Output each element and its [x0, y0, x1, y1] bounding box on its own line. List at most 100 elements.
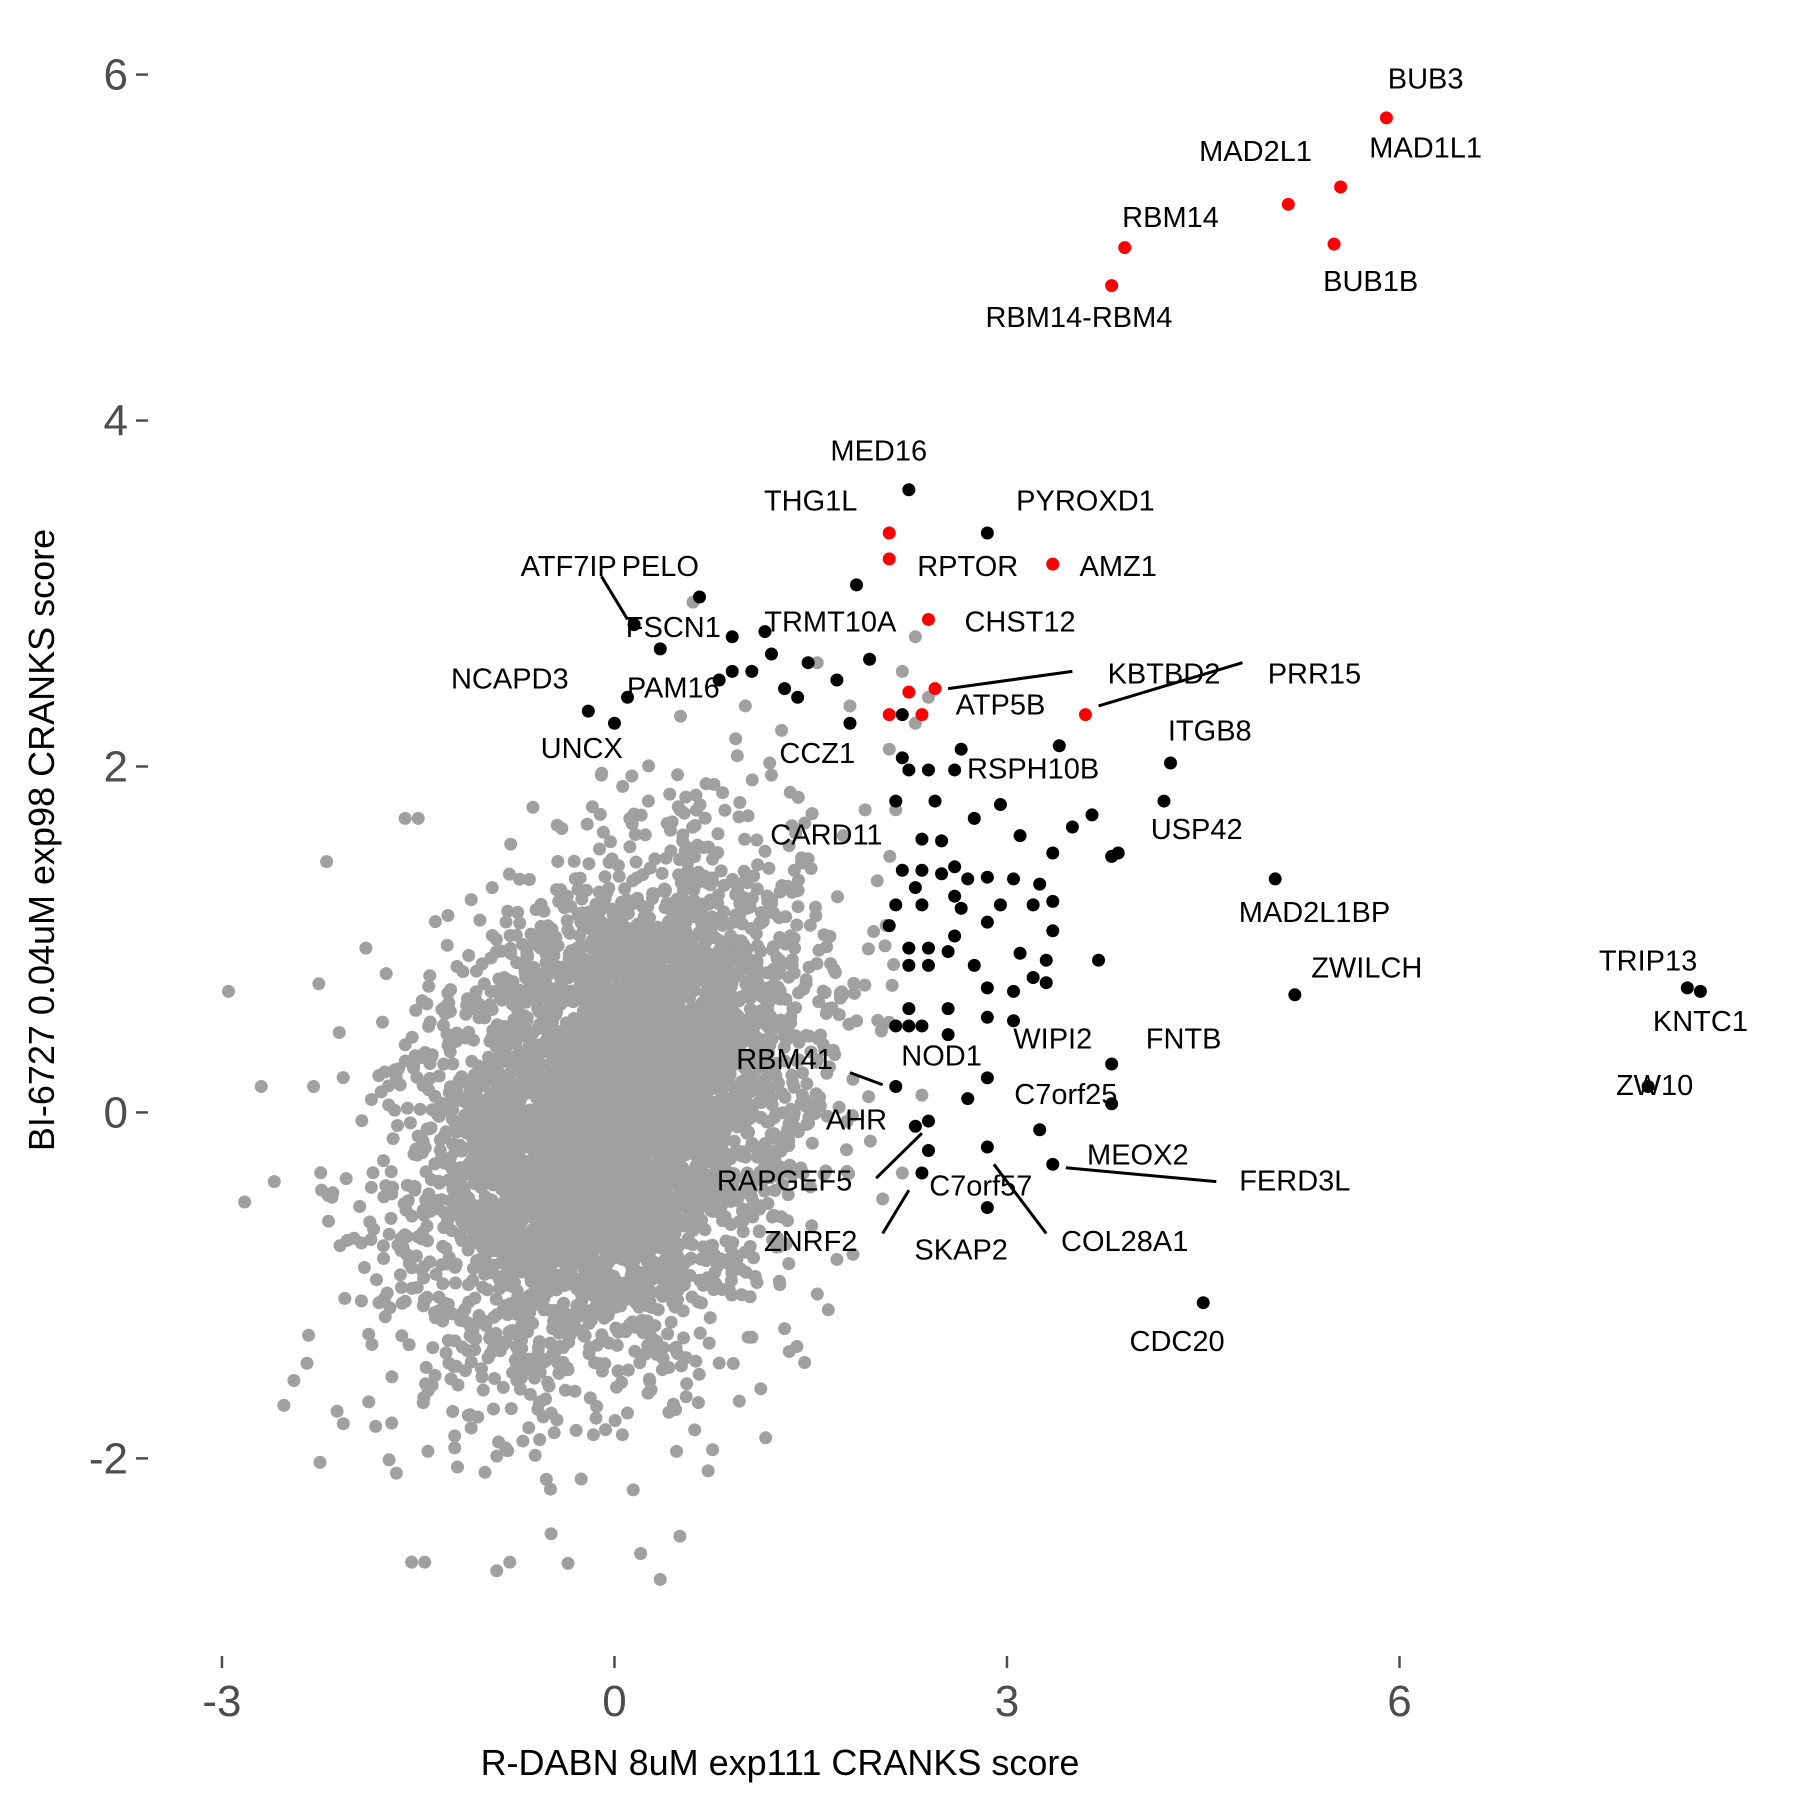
background-point — [660, 1232, 674, 1246]
background-point — [555, 822, 569, 835]
background-point — [688, 1423, 702, 1437]
background-point — [883, 849, 897, 863]
background-point — [627, 807, 641, 821]
background-point — [750, 833, 764, 847]
background-point — [336, 1071, 350, 1085]
background-point — [789, 826, 803, 840]
background-point — [377, 1252, 391, 1265]
background-point — [574, 1472, 588, 1486]
background-point — [846, 1247, 860, 1261]
background-point — [432, 1174, 446, 1188]
background-point — [655, 1363, 669, 1377]
background-point — [799, 1099, 813, 1113]
background-point — [791, 884, 805, 897]
background-point — [677, 1219, 691, 1233]
background-point — [436, 1018, 450, 1032]
background-point — [468, 1343, 482, 1357]
background-point — [330, 1404, 344, 1418]
background-point — [527, 1063, 541, 1077]
background-point — [448, 1429, 462, 1443]
background-point — [840, 1143, 853, 1157]
background-point — [671, 768, 685, 782]
background-point — [718, 973, 732, 987]
background-point — [734, 1110, 748, 1124]
background-point — [595, 902, 609, 916]
background-gene-points — [222, 595, 935, 1586]
background-point — [510, 1260, 524, 1274]
background-point — [658, 1116, 672, 1130]
background-point — [313, 1455, 327, 1469]
background-point — [455, 1070, 469, 1084]
background-point — [436, 1239, 450, 1253]
background-point — [468, 1091, 482, 1105]
background-point — [444, 1097, 458, 1111]
background-point — [493, 1145, 507, 1159]
background-point — [795, 851, 809, 865]
background-point — [631, 891, 644, 905]
background-point — [723, 1172, 737, 1186]
background-point — [414, 1131, 428, 1145]
background-point — [501, 1166, 515, 1180]
background-point — [571, 908, 585, 922]
background-point — [779, 910, 793, 924]
background-point — [391, 1238, 405, 1252]
background-point — [763, 756, 777, 770]
background-point — [726, 1357, 740, 1370]
background-point — [692, 1367, 706, 1381]
background-point — [569, 1252, 583, 1266]
background-point — [424, 1121, 438, 1135]
background-point — [527, 1194, 541, 1208]
background-point — [729, 732, 743, 746]
background-point — [577, 922, 591, 936]
background-point — [557, 1296, 571, 1310]
background-point — [504, 837, 518, 851]
background-point — [440, 938, 454, 952]
background-point — [678, 844, 692, 858]
background-point — [604, 835, 617, 849]
background-point — [238, 1195, 252, 1209]
background-point — [750, 1276, 764, 1289]
background-point — [561, 1556, 575, 1570]
background-point — [584, 1108, 598, 1122]
background-point — [813, 1090, 827, 1104]
background-point — [513, 916, 527, 930]
background-point — [596, 825, 610, 839]
background-point — [737, 864, 751, 878]
background-point — [805, 807, 819, 821]
background-point — [560, 914, 574, 928]
background-point — [433, 1143, 447, 1157]
background-point — [878, 939, 892, 953]
background-point — [568, 872, 582, 886]
background-point — [798, 1356, 812, 1369]
background-point — [726, 1190, 740, 1204]
background-point — [544, 942, 558, 955]
background-point — [802, 1029, 816, 1043]
background-point — [681, 856, 694, 870]
background-point — [523, 1387, 537, 1401]
background-point — [676, 1304, 690, 1318]
background-point — [389, 1070, 403, 1084]
background-point — [626, 874, 640, 888]
background-point — [432, 1069, 446, 1083]
background-point — [655, 866, 669, 880]
background-point — [338, 1291, 352, 1305]
background-point — [484, 1346, 498, 1360]
background-point — [366, 1166, 380, 1180]
background-point — [589, 1411, 603, 1425]
background-point — [471, 1410, 485, 1424]
background-point — [781, 1188, 795, 1202]
background-point — [498, 1114, 512, 1128]
background-point — [680, 1377, 694, 1391]
background-point — [570, 1299, 584, 1312]
background-point — [778, 1054, 792, 1068]
background-point — [354, 1294, 368, 1308]
background-point — [787, 966, 801, 980]
background-point — [557, 901, 571, 915]
background-point — [796, 1066, 809, 1080]
background-point — [395, 1296, 409, 1310]
background-point — [439, 1346, 453, 1360]
background-point — [428, 1157, 442, 1171]
background-point — [465, 1106, 479, 1120]
background-point — [364, 1233, 378, 1246]
background-point — [732, 810, 746, 824]
